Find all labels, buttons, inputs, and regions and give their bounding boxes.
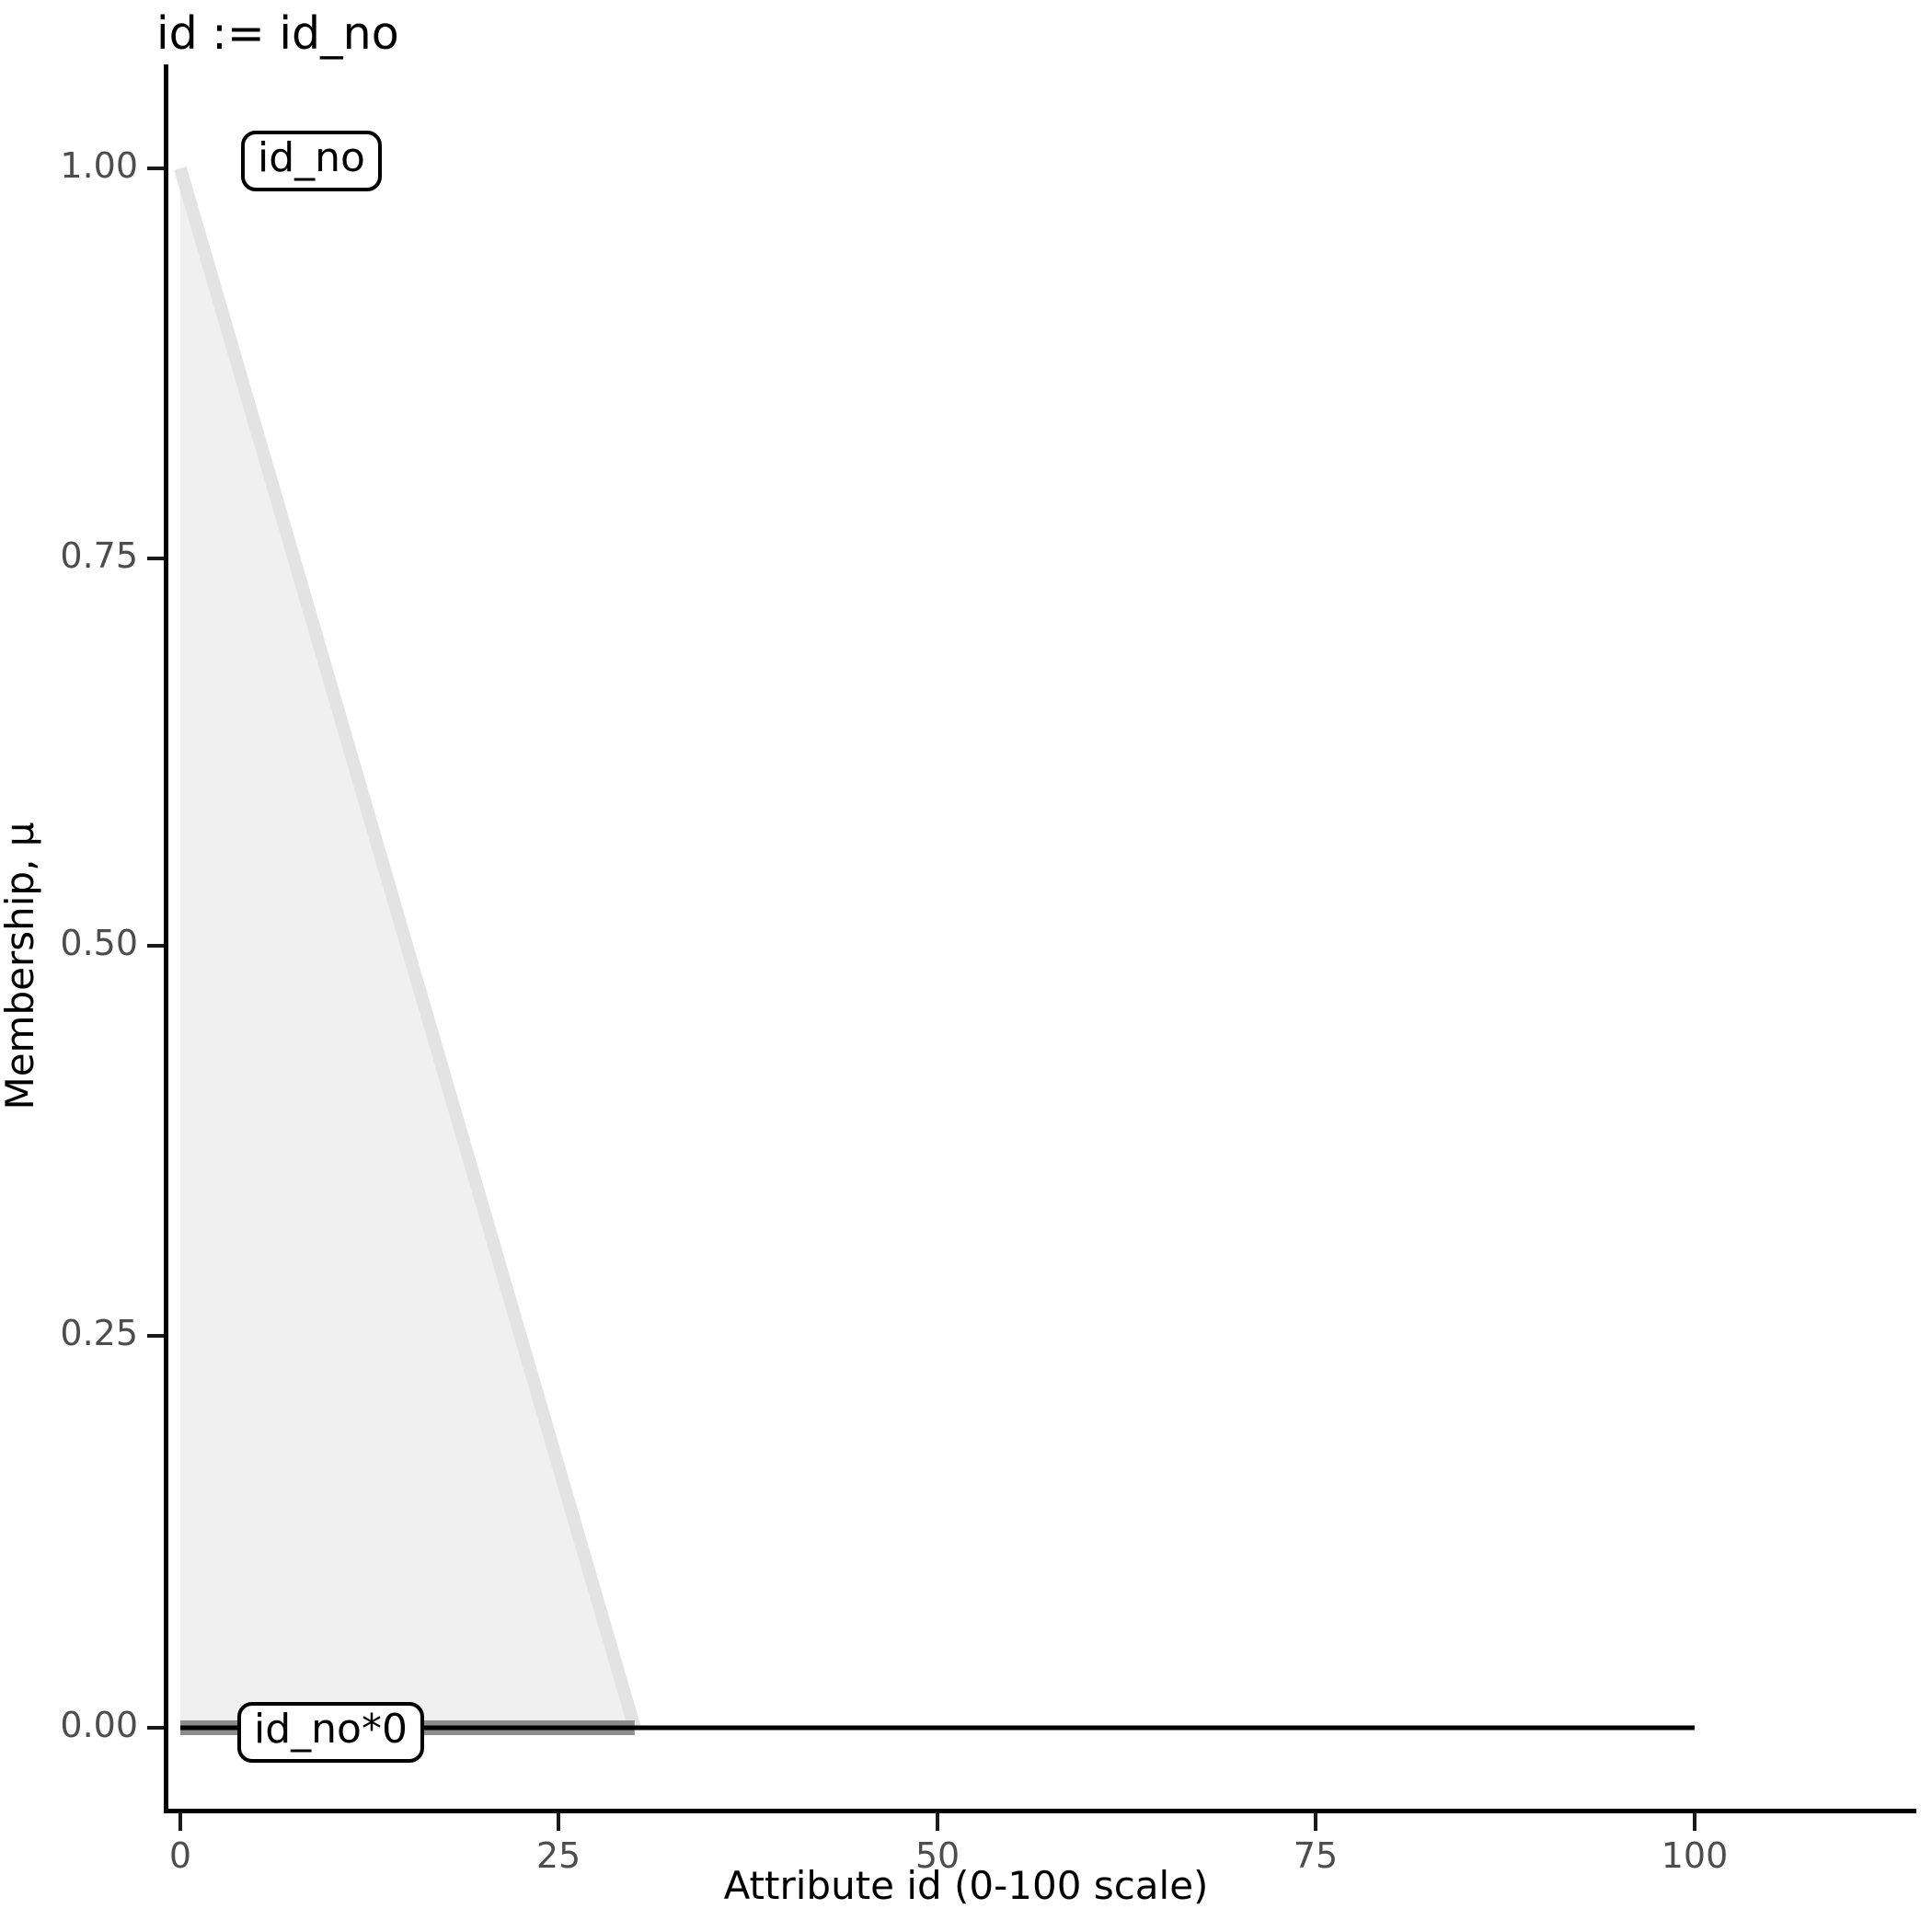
- x-tick-mark-2: [557, 1812, 560, 1831]
- x-axis-line: [164, 1809, 1916, 1813]
- x-axis-title: Attribute id (0-100 scale): [723, 1863, 1209, 1908]
- y-tick-mark-4: [147, 1334, 166, 1338]
- x-tick-mark-5: [1693, 1812, 1696, 1831]
- y-axis-line: [164, 64, 168, 1812]
- x-tick-label-3: 50: [914, 1835, 960, 1876]
- x-tick-mark-3: [936, 1812, 939, 1831]
- y-tick-mark-5: [147, 1726, 166, 1730]
- x-tick-label-2: 25: [535, 1835, 581, 1876]
- y-tick-label-2: 0.75: [60, 535, 138, 576]
- y-tick-label-4: 0.25: [60, 1313, 138, 1353]
- y-tick-mark-2: [147, 557, 166, 560]
- series-label-id-no-times-0: id_no*0: [237, 1702, 424, 1763]
- y-tick-mark-1: [147, 167, 166, 170]
- x-tick-label-4: 75: [1293, 1835, 1339, 1876]
- x-tick-mark-1: [178, 1812, 182, 1831]
- plot-panel: [164, 64, 1916, 1811]
- x-tick-label-5: 100: [1661, 1835, 1729, 1876]
- y-tick-label-3: 0.50: [60, 923, 138, 963]
- x-tick-label-1: 0: [168, 1835, 192, 1876]
- series-label-id-no: id_no: [241, 131, 382, 191]
- y-axis-title-text: Membership, μ: [0, 822, 42, 1110]
- y-tick-mark-3: [147, 944, 166, 948]
- x-tick-mark-4: [1314, 1812, 1317, 1831]
- y-axis-title: Membership, μ: [0, 0, 42, 1932]
- chart-title: id := id_no: [156, 7, 399, 60]
- y-tick-label-1: 1.00: [60, 145, 138, 186]
- y-tick-label-5: 0.00: [60, 1705, 138, 1745]
